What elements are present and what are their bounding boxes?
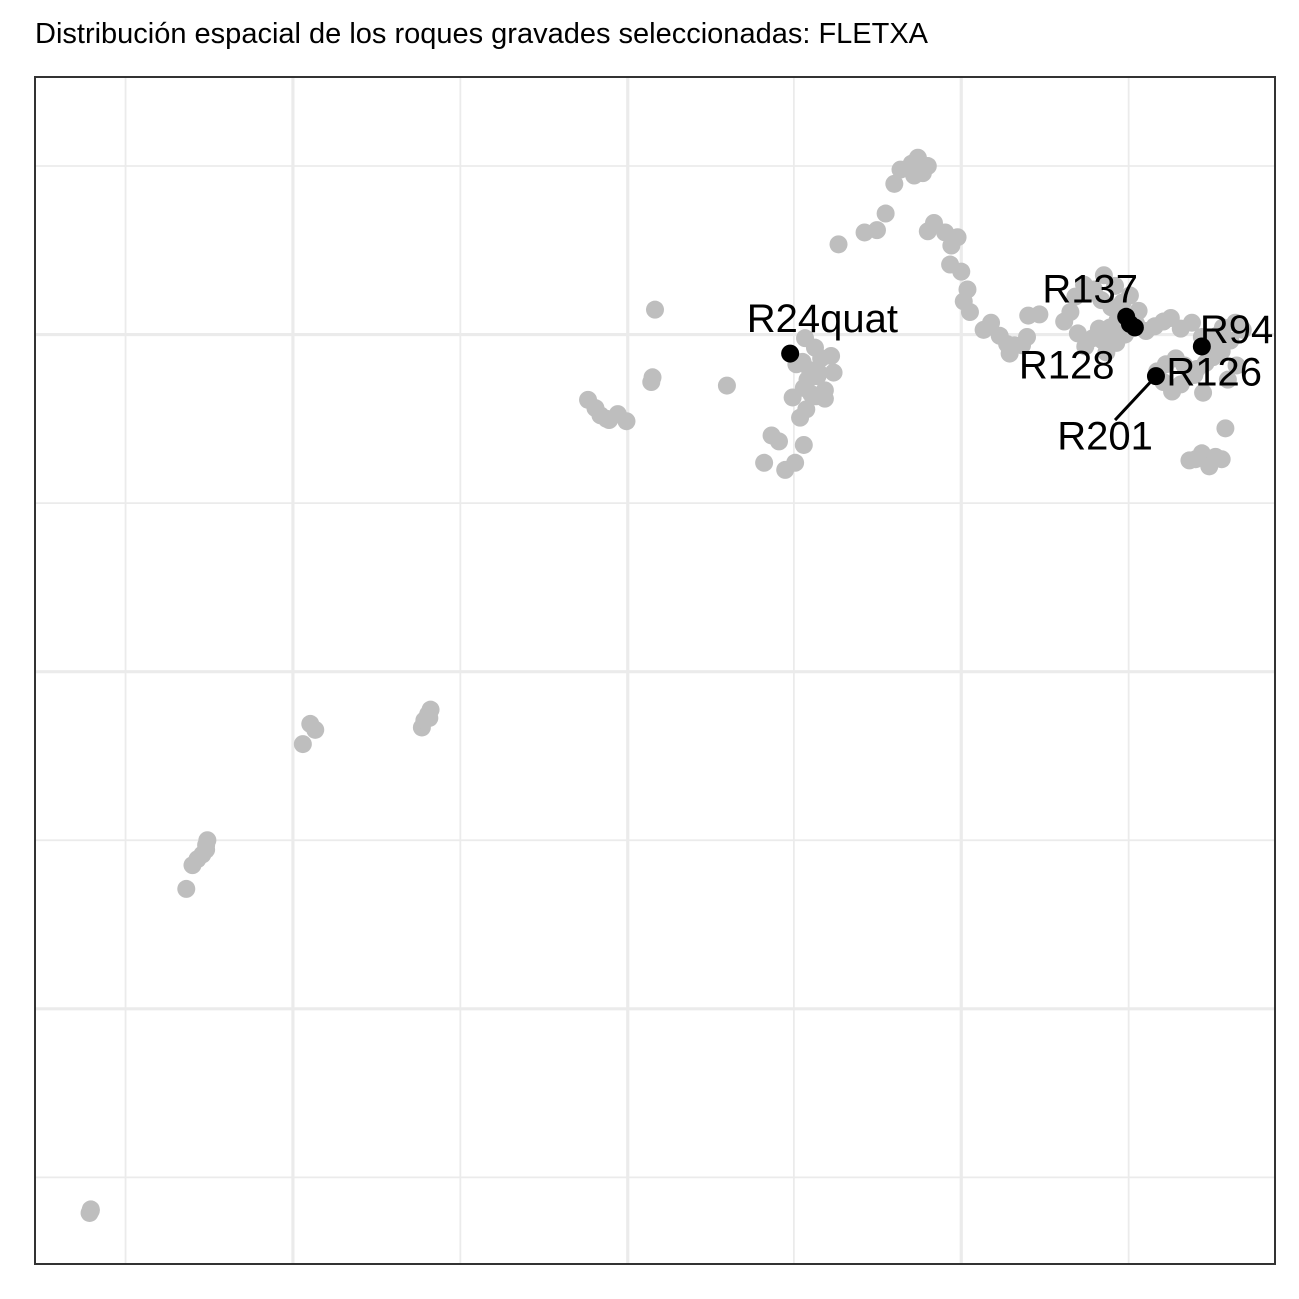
background-point: [755, 453, 774, 472]
background-point: [960, 303, 979, 322]
point-label-r94: R94: [1200, 308, 1273, 352]
background-point: [867, 221, 886, 240]
background-point: [198, 831, 217, 850]
background-point: [802, 384, 821, 403]
background-point: [824, 363, 843, 382]
background-point: [885, 174, 904, 193]
background-point: [420, 708, 439, 727]
background-point: [1084, 280, 1103, 299]
background-point: [1226, 313, 1245, 332]
background-point: [306, 720, 325, 739]
background-point: [80, 1203, 99, 1222]
leader-line-r201: [1113, 375, 1158, 422]
background-point: [783, 388, 802, 407]
background-point: [952, 262, 971, 281]
background-point: [770, 432, 788, 451]
background-point: [1106, 276, 1125, 295]
point-label-r24quat: R24quat: [747, 297, 898, 341]
background-point: [617, 412, 636, 431]
background-point: [822, 346, 841, 365]
background-point: [1097, 343, 1116, 362]
background-point: [1212, 450, 1231, 469]
highlighted-point-r24quat: [781, 344, 800, 363]
background-point: [786, 453, 805, 472]
background-point: [1030, 305, 1049, 324]
background-point: [918, 222, 937, 241]
background-point: [948, 228, 967, 247]
background-point: [1055, 312, 1074, 331]
highlighted-point-r94: [1192, 337, 1211, 356]
background-point: [1120, 286, 1139, 305]
background-point: [1018, 327, 1036, 346]
highlighted-points-layer: [781, 307, 1211, 386]
background-point: [876, 204, 895, 223]
point-label-r137: R137: [1042, 267, 1138, 311]
background-point: [797, 400, 816, 419]
grid-layer: [35, 77, 1275, 1264]
background-point: [642, 373, 661, 392]
background-point: [1182, 313, 1201, 332]
point-label-r128: R128: [1019, 343, 1115, 387]
background-point: [717, 376, 736, 395]
background-point: [1216, 419, 1235, 438]
background-point: [1089, 319, 1108, 338]
background-point: [829, 235, 848, 254]
leader-lines-layer: [1113, 375, 1158, 422]
background-point: [815, 389, 834, 408]
background-point: [982, 313, 1001, 332]
background-point: [293, 735, 312, 754]
background-point: [1094, 266, 1113, 285]
chart-title: Distribución espacial de los roques grav…: [35, 18, 929, 50]
background-point: [794, 435, 813, 454]
background-points-layer: [80, 148, 1252, 1222]
background-point: [1192, 444, 1211, 463]
background-point: [646, 300, 664, 319]
panel-border: [34, 76, 1276, 1265]
background-point: [798, 370, 817, 389]
background-point: [1227, 356, 1246, 375]
background-point: [913, 164, 932, 183]
background-point: [1068, 324, 1087, 343]
highlighted-point-r126: [1146, 367, 1165, 386]
background-point: [1218, 370, 1237, 389]
background-point: [177, 879, 196, 898]
background-point: [1185, 365, 1204, 384]
highlighted-point-r201: [1125, 318, 1144, 337]
background-point: [1194, 383, 1213, 402]
point-label-r126: R126: [1166, 350, 1262, 394]
point-label-r201: R201: [1057, 415, 1153, 459]
